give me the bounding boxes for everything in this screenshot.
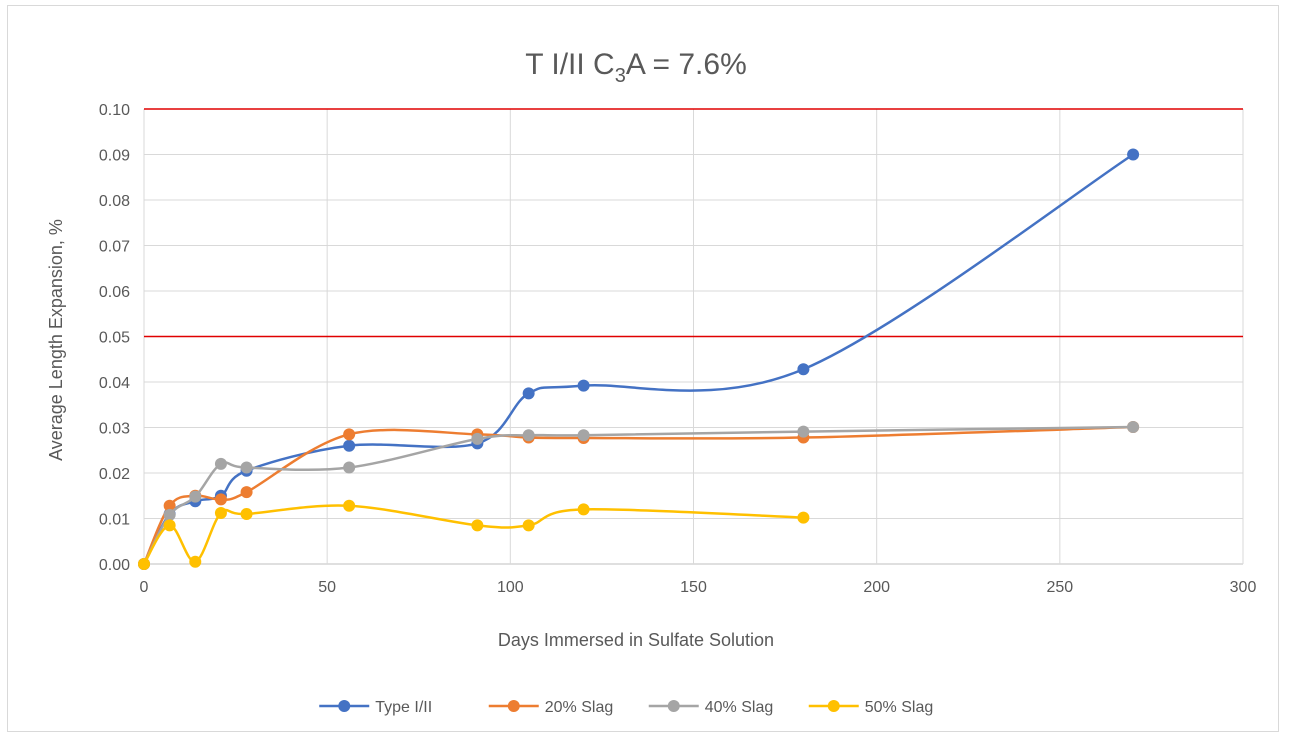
legend-item: Type I/II: [319, 699, 432, 716]
data-point: [1127, 421, 1140, 434]
data-point: [471, 432, 484, 445]
legend-marker: [507, 700, 520, 712]
data-point: [471, 519, 484, 532]
title-main: T I/II C: [525, 48, 614, 81]
series-40-slag: [138, 421, 1140, 570]
data-point: [163, 519, 176, 532]
series-20-slag: [138, 421, 1140, 570]
x-tick-label: 250: [1046, 579, 1073, 596]
data-point: [240, 461, 253, 474]
legend: Type I/II 20% Slag 40% Slag 50% Slag: [319, 699, 933, 716]
y-tick-label: 0.06: [99, 284, 130, 301]
limit-lines: [144, 108, 1243, 338]
data-point: [343, 461, 356, 474]
legend-label: Type I/II: [375, 699, 432, 716]
y-tick-label: 0.03: [99, 421, 130, 438]
series-line: [142, 425, 1134, 565]
data-point: [189, 555, 202, 568]
data-point: [577, 429, 590, 442]
data-point: [214, 457, 227, 470]
data-point: [343, 499, 356, 512]
series-line: [142, 425, 1134, 565]
y-tick-label: 0.10: [99, 102, 130, 119]
chart-title: T I/II C3A = 7.6%: [525, 48, 747, 87]
data-point: [522, 387, 535, 400]
chart-area: 0.00 0.01 0.02 0.03 0.04 0.05 0.06 0.07 0.08 0.09…: [7, 5, 1279, 732]
x-tick-label: 300: [1230, 579, 1257, 596]
data-point: [138, 558, 150, 570]
data-point: [797, 425, 810, 438]
data-point: [797, 363, 810, 376]
legend-item: 20% Slag: [488, 699, 614, 716]
data-point: [797, 511, 810, 524]
data-point: [522, 429, 535, 442]
title-suffix: A = 7.6%: [626, 48, 747, 81]
data-point: [240, 507, 253, 520]
data-point: [522, 519, 535, 532]
data-point: [240, 486, 253, 499]
data-point: [1127, 148, 1140, 161]
legend-label: 20% Slag: [545, 699, 614, 716]
title-subscript: 3: [615, 65, 626, 87]
line-chart: 0.00 0.01 0.02 0.03 0.04 0.05 0.06 0.07 0.08 0.09…: [46, 48, 1257, 716]
legend-marker: [338, 700, 351, 712]
legend-item: 50% Slag: [808, 699, 934, 716]
data-point: [189, 490, 202, 503]
series-line: [142, 153, 1134, 565]
data-point: [577, 379, 590, 392]
data-point: [163, 499, 176, 512]
y-axis-title: Average Length Expansion, %: [46, 219, 66, 461]
x-tick-label: 0: [140, 579, 149, 596]
series-lines: [138, 148, 1140, 570]
y-tick-label: 0.05: [99, 330, 130, 347]
legend-label: 50% Slag: [865, 699, 934, 716]
series-50-slag: [138, 499, 810, 570]
data-point: [343, 439, 356, 452]
legend-label: 40% Slag: [705, 699, 774, 716]
y-tick-label: 0.02: [99, 466, 130, 483]
y-tick-label: 0.01: [99, 512, 130, 529]
data-point: [163, 508, 176, 521]
x-tick-label: 150: [680, 579, 707, 596]
y-tick-label: 0.09: [99, 148, 130, 165]
tick-labels: 0.00 0.01 0.02 0.03 0.04 0.05 0.06 0.07 0.08 0.09…: [99, 102, 1257, 596]
data-point: [343, 428, 356, 441]
y-tick-label: 0.04: [99, 375, 130, 392]
data-point: [214, 493, 227, 506]
series-type-i-ii: [138, 148, 1140, 570]
legend-marker: [827, 700, 840, 712]
data-point: [577, 503, 590, 516]
x-tick-label: 200: [863, 579, 890, 596]
data-point: [214, 507, 227, 520]
x-tick-label: 50: [318, 579, 336, 596]
x-axis-title: Days Immersed in Sulfate Solution: [498, 630, 774, 650]
y-tick-label: 0.00: [99, 557, 130, 574]
x-tick-label: 100: [497, 579, 524, 596]
y-tick-label: 0.08: [99, 193, 130, 210]
legend-item: 40% Slag: [648, 699, 774, 716]
y-tick-label: 0.07: [99, 239, 130, 256]
legend-marker: [667, 700, 680, 712]
